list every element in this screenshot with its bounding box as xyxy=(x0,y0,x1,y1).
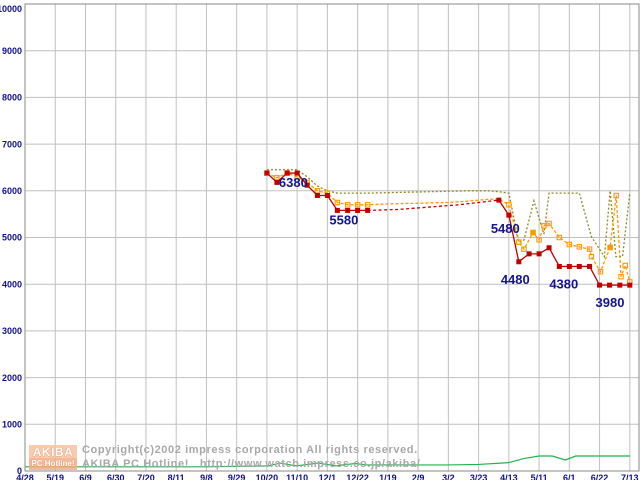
svg-text:1000: 1000 xyxy=(2,420,22,430)
svg-text:7000: 7000 xyxy=(2,139,22,149)
svg-text:3980: 3980 xyxy=(596,295,625,310)
svg-text:5480: 5480 xyxy=(491,221,520,236)
svg-text:4480: 4480 xyxy=(501,272,530,287)
svg-text:8000: 8000 xyxy=(2,93,22,103)
svg-text:3000: 3000 xyxy=(2,326,22,336)
svg-text:6380: 6380 xyxy=(279,175,308,190)
svg-text:5580: 5580 xyxy=(329,212,358,227)
svg-text:5000: 5000 xyxy=(2,233,22,243)
svg-text:4000: 4000 xyxy=(2,279,22,289)
svg-text:4380: 4380 xyxy=(549,276,578,291)
svg-text:6000: 6000 xyxy=(2,186,22,196)
svg-text:2000: 2000 xyxy=(2,373,22,383)
svg-text:10000: 10000 xyxy=(0,4,22,14)
svg-text:9000: 9000 xyxy=(2,46,22,56)
